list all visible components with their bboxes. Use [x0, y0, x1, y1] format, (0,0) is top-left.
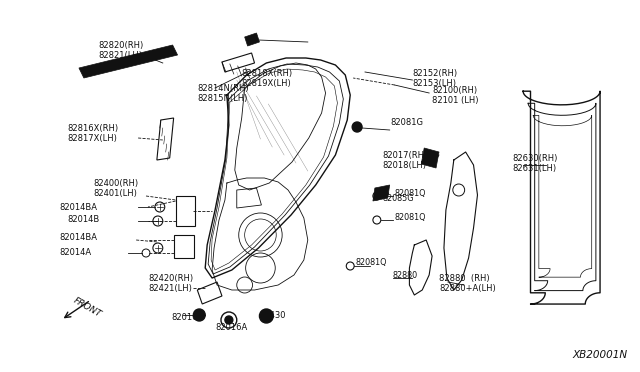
- Polygon shape: [244, 33, 259, 46]
- Text: 82401(LH): 82401(LH): [93, 189, 138, 198]
- Text: 82014BA: 82014BA: [59, 232, 97, 241]
- Text: 82014A: 82014A: [59, 247, 92, 257]
- Polygon shape: [373, 185, 390, 201]
- Text: 82014B: 82014B: [67, 215, 99, 224]
- Text: 82400(RH): 82400(RH): [93, 179, 139, 187]
- Text: 82430: 82430: [259, 311, 286, 320]
- Text: 82816X(RH): 82816X(RH): [67, 124, 118, 132]
- Text: 82817X(LH): 82817X(LH): [67, 134, 117, 142]
- Text: 82814N(RH): 82814N(RH): [197, 83, 249, 93]
- Text: FRONT: FRONT: [72, 296, 103, 320]
- Text: 82815N(LH): 82815N(LH): [197, 93, 248, 103]
- Text: 82420(RH): 82420(RH): [148, 273, 193, 282]
- Text: 82100(RH): 82100(RH): [432, 86, 477, 94]
- Text: 82016D: 82016D: [172, 312, 205, 321]
- Text: 82081Q: 82081Q: [395, 189, 426, 198]
- Text: 82014BA: 82014BA: [59, 202, 97, 212]
- Text: 82016A: 82016A: [215, 323, 247, 331]
- Text: 82630(RH): 82630(RH): [512, 154, 557, 163]
- Polygon shape: [421, 148, 439, 168]
- Text: 82085G: 82085G: [383, 193, 414, 202]
- Circle shape: [352, 122, 362, 132]
- Text: 82081Q: 82081Q: [395, 212, 426, 221]
- Text: 82421(LH): 82421(LH): [148, 283, 192, 292]
- Text: 82818X(RH): 82818X(RH): [242, 68, 293, 77]
- Text: XB20001N: XB20001N: [572, 350, 627, 360]
- Circle shape: [259, 309, 273, 323]
- Circle shape: [193, 309, 205, 321]
- Text: 82631(LH): 82631(LH): [512, 164, 556, 173]
- Circle shape: [225, 316, 233, 324]
- Text: 82081Q: 82081Q: [355, 259, 387, 267]
- Text: 82819X(LH): 82819X(LH): [242, 78, 291, 87]
- Text: 82081G: 82081G: [390, 118, 424, 126]
- Text: 82017(RH): 82017(RH): [383, 151, 428, 160]
- Text: 82880: 82880: [392, 270, 418, 279]
- Text: 82821(LH): 82821(LH): [99, 51, 143, 60]
- Text: 82880+A(LH): 82880+A(LH): [439, 283, 496, 292]
- Text: 82101 (LH): 82101 (LH): [432, 96, 479, 105]
- Polygon shape: [79, 45, 177, 78]
- Text: 82018(LH): 82018(LH): [383, 160, 427, 170]
- Text: 82153(LH): 82153(LH): [412, 78, 456, 87]
- Text: 82152(RH): 82152(RH): [412, 68, 458, 77]
- Text: 82880  (RH): 82880 (RH): [439, 273, 490, 282]
- Text: 82820(RH): 82820(RH): [99, 41, 144, 49]
